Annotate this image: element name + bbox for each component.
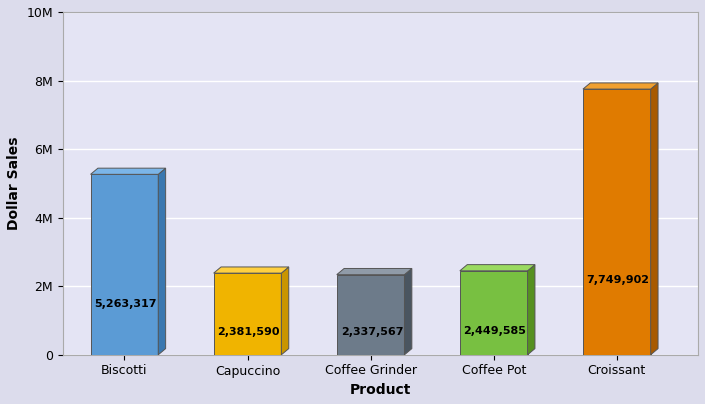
Bar	[90, 175, 158, 355]
Text: 5,263,317: 5,263,317	[94, 299, 157, 309]
Text: 2,337,567: 2,337,567	[341, 327, 403, 337]
Y-axis label: Dollar Sales: Dollar Sales	[7, 137, 21, 230]
Polygon shape	[281, 267, 289, 355]
Text: 7,749,902: 7,749,902	[587, 276, 650, 285]
Polygon shape	[527, 265, 535, 355]
Text: 2,381,590: 2,381,590	[218, 327, 280, 337]
Polygon shape	[583, 83, 658, 89]
Bar	[337, 275, 405, 355]
Bar	[460, 271, 527, 355]
Polygon shape	[405, 269, 412, 355]
Bar	[583, 89, 651, 355]
Polygon shape	[651, 83, 658, 355]
Polygon shape	[337, 269, 412, 275]
X-axis label: Product: Product	[350, 383, 411, 397]
Text: 2,449,585: 2,449,585	[464, 326, 527, 336]
Polygon shape	[460, 265, 535, 271]
Bar	[214, 273, 281, 355]
Polygon shape	[214, 267, 289, 273]
Polygon shape	[90, 168, 166, 175]
Polygon shape	[158, 168, 166, 355]
